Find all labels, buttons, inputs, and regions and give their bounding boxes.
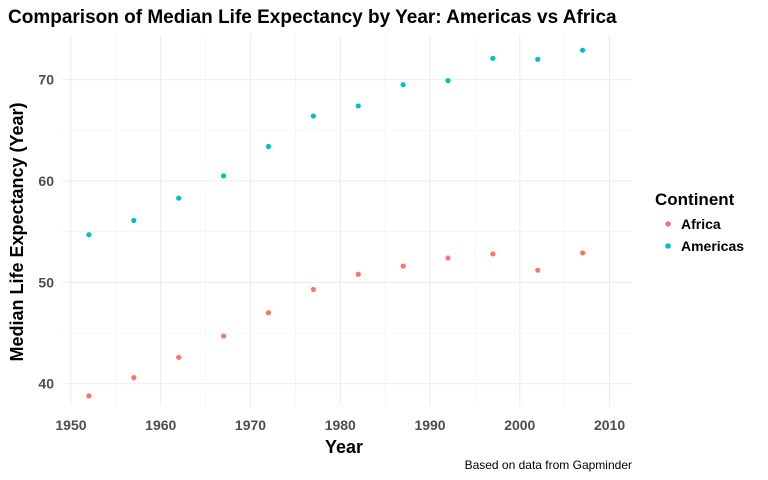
point-africa <box>131 375 137 381</box>
legend-key-africa <box>665 221 671 227</box>
point-americas <box>355 103 361 109</box>
point-africa <box>490 251 496 257</box>
legend-label-americas: Americas <box>681 238 744 254</box>
grid <box>62 35 632 406</box>
point-africa <box>176 354 182 360</box>
point-americas <box>400 82 406 88</box>
point-americas <box>445 78 451 84</box>
x-tick-label: 1960 <box>145 417 176 433</box>
legend-title: Continent <box>655 190 735 209</box>
x-tick-label: 2010 <box>594 417 625 433</box>
point-africa <box>265 310 272 316</box>
point-africa <box>310 286 316 293</box>
y-axis-title: Median Life Expectancy (Year) <box>7 102 27 361</box>
point-americas <box>176 195 182 201</box>
x-axis-ticks: 1950 1960 1970 1980 1990 2000 2010 <box>55 417 625 433</box>
point-americas <box>86 232 92 238</box>
x-axis-title: Year <box>325 437 363 457</box>
point-africa <box>355 271 361 277</box>
point-africa <box>220 333 227 339</box>
y-tick-label: 70 <box>38 72 54 88</box>
y-axis-ticks: 40 50 60 70 <box>38 72 54 392</box>
point-americas <box>580 47 586 53</box>
point-americas <box>265 143 272 150</box>
x-tick-label: 2000 <box>504 417 535 433</box>
x-tick-label: 1950 <box>55 417 86 433</box>
point-africa <box>535 267 541 273</box>
legend-label-africa: Africa <box>681 216 721 232</box>
point-africa <box>86 393 92 399</box>
x-tick-label: 1970 <box>235 417 266 433</box>
caption: Based on data from Gapminder <box>465 458 632 472</box>
x-tick-label: 1990 <box>414 417 445 433</box>
legend-key-americas <box>665 243 671 249</box>
y-tick-label: 60 <box>38 173 54 189</box>
point-africa <box>580 250 586 256</box>
point-africa <box>400 263 406 269</box>
legend: Continent Africa Americas <box>655 190 744 254</box>
point-americas <box>131 217 137 224</box>
chart-title: Comparison of Median Life Expectancy by … <box>8 7 617 28</box>
y-tick-label: 40 <box>38 376 54 392</box>
point-americas <box>310 113 316 119</box>
point-americas <box>535 56 541 62</box>
x-tick-label: 1980 <box>325 417 356 433</box>
point-americas <box>490 55 496 61</box>
point-americas <box>220 173 227 179</box>
y-tick-label: 50 <box>38 274 54 290</box>
point-africa <box>445 255 451 261</box>
data-points <box>86 47 586 399</box>
